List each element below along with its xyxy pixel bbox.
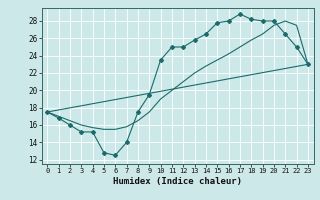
- X-axis label: Humidex (Indice chaleur): Humidex (Indice chaleur): [113, 177, 242, 186]
